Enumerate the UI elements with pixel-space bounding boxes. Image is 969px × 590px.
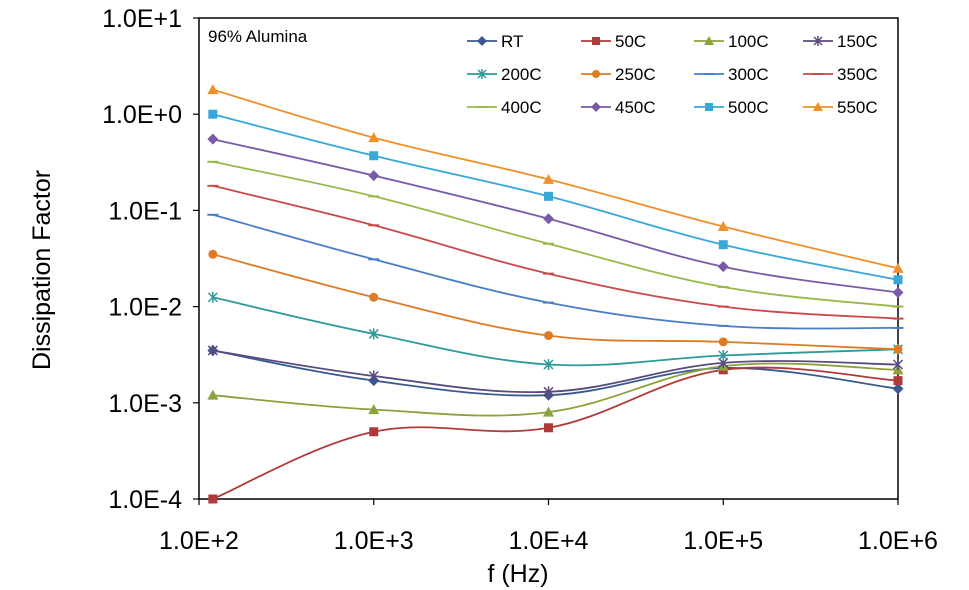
data-point bbox=[592, 70, 600, 78]
legend-label: 400C bbox=[501, 98, 542, 117]
series-line-50c bbox=[212, 366, 899, 500]
data-point bbox=[543, 406, 554, 417]
series-line-350c bbox=[212, 184, 899, 320]
legend-item: 150C bbox=[803, 32, 878, 51]
data-point bbox=[592, 37, 600, 45]
data-point bbox=[543, 173, 554, 184]
y-tick-label: 1.0E+1 bbox=[102, 5, 182, 33]
data-point bbox=[207, 344, 218, 356]
data-point bbox=[207, 133, 219, 145]
legend-item: 50C bbox=[581, 32, 646, 51]
legend-label: 250C bbox=[615, 65, 656, 84]
y-tick-label: 1.0E-1 bbox=[108, 197, 182, 225]
series-line-400c bbox=[212, 160, 899, 308]
legend-item: 500C bbox=[694, 98, 769, 117]
data-point bbox=[369, 292, 379, 302]
legend-item: 200C bbox=[467, 65, 542, 84]
data-point bbox=[892, 383, 904, 395]
series-markers bbox=[207, 84, 904, 504]
series-line-rt bbox=[212, 349, 899, 397]
series-line-300c bbox=[212, 213, 899, 330]
data-point bbox=[893, 275, 903, 285]
y-tick-label: 1.0E-3 bbox=[108, 390, 182, 418]
data-point bbox=[369, 427, 379, 437]
data-point bbox=[208, 494, 218, 504]
legend-item: 400C bbox=[467, 98, 542, 117]
data-point bbox=[207, 291, 218, 303]
data-point bbox=[892, 359, 904, 371]
data-point bbox=[477, 36, 487, 46]
data-point bbox=[369, 151, 379, 161]
data-point bbox=[591, 102, 601, 112]
x-axis-title: f (Hz) bbox=[487, 560, 548, 588]
legend: RT 50C 100C 150C 200C 250C 300C 350C 400C 450C 500… bbox=[467, 32, 878, 117]
legend-label: 150C bbox=[837, 32, 878, 51]
data-point bbox=[544, 191, 553, 201]
data-point bbox=[893, 376, 903, 386]
y-axis-ticks: 1.0E-4 1.0E-3 1.0E-2 1.0E-1 1.0E+0 1.0E+1 bbox=[102, 5, 199, 514]
data-point bbox=[208, 249, 218, 259]
series-line-250c bbox=[212, 253, 899, 351]
data-point bbox=[704, 36, 714, 45]
data-point bbox=[477, 69, 487, 79]
data-point bbox=[543, 213, 554, 225]
data-point bbox=[718, 350, 729, 362]
legend-item: 250C bbox=[581, 65, 656, 84]
data-point bbox=[368, 170, 380, 182]
x-tick-label: 1.0E+2 bbox=[159, 527, 239, 555]
x-tick-label: 1.0E+3 bbox=[334, 527, 414, 555]
data-point bbox=[893, 344, 903, 354]
legend-label: 50C bbox=[615, 32, 646, 51]
legend-item: RT bbox=[467, 32, 523, 51]
data-point bbox=[705, 103, 713, 111]
data-point bbox=[368, 132, 380, 143]
data-point bbox=[717, 221, 729, 232]
data-point bbox=[368, 328, 379, 340]
data-point bbox=[543, 359, 554, 371]
legend-label: 100C bbox=[728, 32, 769, 51]
y-tick-label: 1.0E+0 bbox=[102, 101, 182, 129]
legend-label: 200C bbox=[501, 65, 542, 84]
data-point bbox=[718, 240, 728, 250]
data-point bbox=[813, 36, 823, 46]
legend-label: 450C bbox=[615, 98, 656, 117]
legend-label: 300C bbox=[728, 65, 769, 84]
legend-label: 500C bbox=[728, 98, 769, 117]
data-point bbox=[544, 331, 553, 341]
legend-item: 100C bbox=[694, 32, 769, 51]
x-tick-label: 1.0E+4 bbox=[509, 527, 589, 555]
data-point bbox=[207, 389, 219, 400]
series-line-500c bbox=[212, 113, 899, 281]
legend-item: 450C bbox=[581, 98, 656, 117]
y-tick-label: 1.0E-4 bbox=[108, 486, 182, 514]
data-point bbox=[207, 84, 219, 95]
x-tick-label: 1.0E+5 bbox=[683, 527, 763, 555]
data-point bbox=[544, 423, 553, 433]
series-line-550c bbox=[212, 88, 899, 270]
data-point bbox=[718, 337, 728, 347]
legend-label: 550C bbox=[837, 98, 878, 117]
x-axis-ticks: 1.0E+2 1.0E+3 1.0E+4 1.0E+5 1.0E+6 bbox=[159, 499, 938, 555]
data-point bbox=[543, 386, 554, 398]
annotation-label: 96% Alumina bbox=[208, 27, 308, 46]
legend-item: 550C bbox=[803, 98, 878, 117]
series-line-450c bbox=[212, 138, 899, 294]
y-axis-title: Dissipation Factor bbox=[28, 170, 56, 370]
data-point bbox=[368, 404, 380, 415]
data-point bbox=[208, 109, 218, 119]
y-tick-label: 1.0E-2 bbox=[108, 294, 182, 322]
legend-label: RT bbox=[501, 32, 523, 51]
data-point bbox=[892, 262, 904, 273]
data-point bbox=[717, 261, 729, 273]
x-tick-label: 1.0E+6 bbox=[858, 527, 938, 555]
data-point bbox=[892, 287, 904, 299]
legend-item: 350C bbox=[803, 65, 878, 84]
data-point bbox=[368, 370, 379, 382]
data-point bbox=[813, 102, 823, 111]
series-lines bbox=[212, 88, 899, 500]
legend-item: 300C bbox=[694, 65, 769, 84]
series-line-200c bbox=[212, 296, 899, 367]
legend-label: 350C bbox=[837, 65, 878, 84]
